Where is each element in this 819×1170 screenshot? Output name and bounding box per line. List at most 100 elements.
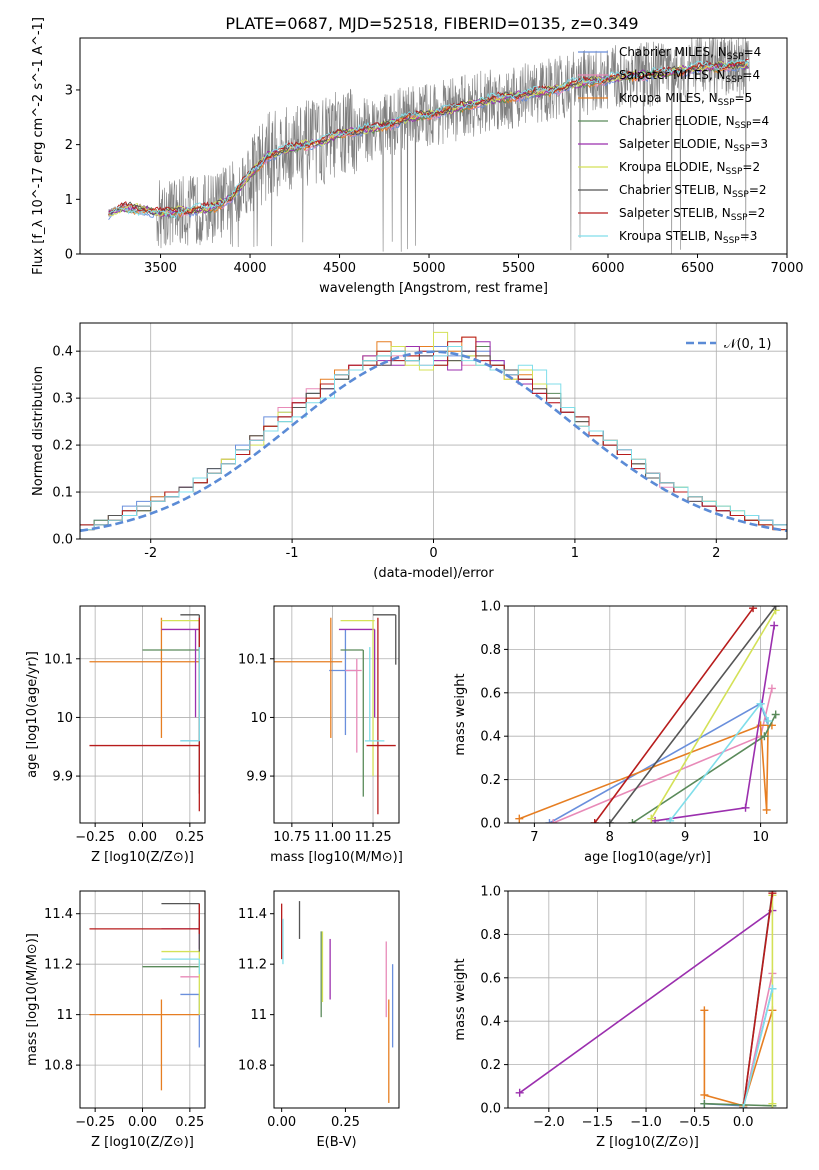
x-axis-label: wavelength [Angstrom, rest frame] (319, 281, 548, 296)
weight-line-kroupa_elodie (650, 609, 777, 820)
y-tick-label: 0.0 (480, 817, 501, 832)
weight-point-salpeter_elodie (770, 621, 779, 630)
y-axis-label: Flux [f_λ 10^-17 erg cm^-2 s^-1 A^-1] (31, 17, 46, 275)
y-tick-label: 0.3 (52, 392, 73, 407)
model-line-kroupa_miles (108, 61, 749, 218)
weight-line-salpeter_elodie (519, 909, 773, 1094)
legend-subscript: SSP (726, 167, 743, 177)
plot-area-age_vs_mass (274, 614, 397, 815)
weight-point-kroupa_stelib (739, 1104, 748, 1108)
weight-line-chabrier_miles (704, 988, 774, 1107)
x-axis-label: age [log10(age/yr)] (584, 850, 711, 865)
weight-line-chabrier_stelib (609, 606, 777, 823)
legend-nssp-value: =5 (735, 91, 753, 105)
x-axis-label: (data-model)/error (373, 566, 494, 581)
y-tick-label: 0.4 (52, 345, 73, 360)
x-axis-label: mass [log10(M/M⊙)] (270, 850, 403, 865)
x-tick-label: 5500 (502, 261, 535, 276)
x-tick-label: 0.00 (128, 1115, 157, 1130)
x-tick-label: −2.0 (533, 1115, 565, 1130)
legend-nssp-value: =3 (740, 229, 758, 243)
x-tick-label: -1 (286, 546, 299, 561)
weight-point-kroupa_elodie (647, 814, 656, 823)
x-tick-label: −1.0 (630, 1115, 662, 1130)
legend-nssp-value: =4 (751, 114, 769, 128)
weight-point-salpeter_stelib (768, 891, 777, 898)
weight-point-kroupa_stelib (768, 984, 777, 993)
panel-mass_vs_ebv: 0.00 0.25 10.8 11 11.2 11.4 E(B-V) (238, 890, 400, 1150)
axes-frame (79, 605, 206, 824)
panel-residuals: -2 -1 0 1 2 0.0 0.1 0.2 0.3 0.4 (data-model)/error… (31, 322, 788, 581)
x-axis-label: Z [log10(Z/Z⊙)] (596, 1135, 699, 1150)
legend-label-salpeter_elodie: Salpeter ELODIE, NSSP=3 (619, 137, 768, 154)
weight-line-kroupa_stelib (742, 988, 774, 1108)
y-tick-label: 0.0 (480, 1102, 501, 1117)
y-tick-label: 1.0 (480, 885, 501, 900)
legend-subscript: SSP (723, 236, 740, 246)
plot-area-mass_vs_ebv (281, 901, 394, 1103)
x-tick-label: 0.25 (175, 830, 204, 845)
panel-weight_vs_Z: −2.0 −1.5 −1.0 −0.5 0.0 0.0 0.2 0.4 0.6 0.8 1.0 Z [… (453, 885, 788, 1150)
legend-nssp-value: =3 (750, 137, 768, 151)
x-tick-label: 0.00 (128, 830, 157, 845)
weight-point-kroupa_miles (700, 1006, 709, 1015)
y-axis-label: Normed distribution (31, 366, 46, 496)
plot-area-mass_vs_Z (89, 902, 200, 1091)
y-tick-label: 0.6 (480, 686, 501, 701)
weight-point-chabrier_stelib (605, 819, 614, 823)
plot-area-weight_vs_Z (515, 891, 777, 1108)
weight-line-kroupa_miles (703, 1010, 774, 1107)
weight-point-chabrier_miles (545, 819, 554, 823)
x-tick-label: 7000 (770, 261, 803, 276)
legend-subscript: SSP (726, 75, 743, 85)
x-tick-label: 11.00 (314, 830, 351, 845)
x-tick-label: 5000 (412, 261, 445, 276)
legend-label-kroupa_elodie: Kroupa ELODIE, NSSP=2 (619, 160, 760, 177)
legend-subscript: SSP (731, 213, 748, 223)
y-tick-label: 10.1 (238, 652, 267, 667)
x-tick-label: 2 (712, 546, 720, 561)
figure-title: PLATE=0687, MJD=52518, FIBERID=0135, z=0… (225, 14, 638, 33)
x-tick-label: 8 (606, 830, 614, 845)
y-tick-label: 1.0 (480, 600, 501, 615)
axes-frame (79, 322, 788, 540)
axes-frame (273, 890, 400, 1109)
figure-panels: 3500 4000 4500 5000 5500 6000 6500 7000 0 1 2 3 wave… (25, 17, 804, 1150)
panel-weight_vs_age: 7 8 9 10 0.0 0.2 0.4 0.6 0.8 1.0 age [log10(age/yr… (453, 600, 788, 865)
weight-point-kroupa_miles (515, 814, 524, 823)
x-tick-label: 0.0 (733, 1115, 754, 1130)
weight-point-kroupa_stelib (764, 717, 773, 726)
x-tick-label: 10.75 (273, 830, 310, 845)
legend-label-chabrier_miles: Chabrier MILES, NSSP=4 (619, 45, 761, 62)
x-tick-label: 7 (530, 830, 538, 845)
y-tick-label: 0.2 (480, 773, 501, 788)
y-tick-label: 3 (65, 83, 73, 98)
y-tick-label: 9.9 (52, 770, 73, 785)
weight-point-chabrier_elodie (700, 1099, 709, 1108)
weight-point-salpeter_elodie (741, 803, 750, 812)
y-tick-label: 0 (65, 248, 73, 263)
legend-nssp-value: =2 (749, 183, 767, 197)
legend-label-kroupa_miles: Kroupa MILES, NSSP=5 (619, 91, 752, 108)
axes-frame (507, 605, 788, 824)
x-tick-label: 10 (752, 830, 769, 845)
x-axis-label: E(B-V) (316, 1135, 356, 1150)
weight-point-kroupa_miles (700, 1090, 709, 1099)
y-tick-label: 10.8 (238, 1059, 267, 1074)
legend-subscript: SSP (735, 121, 752, 131)
axes-frame (79, 890, 206, 1109)
legend-nssp-value: =2 (748, 206, 766, 220)
x-tick-label: −1.5 (582, 1115, 614, 1130)
weight-line-salpeter_elodie (654, 625, 775, 822)
x-tick-label: 9 (681, 830, 689, 845)
y-axis-label: mass [log10(M/M⊙)] (25, 933, 40, 1066)
legend-subscript: SSP (718, 98, 735, 108)
legend-nssp-value: =2 (742, 160, 760, 174)
weight-point-chabrier_elodie (760, 732, 769, 741)
y-tick-label: 0.8 (480, 643, 501, 658)
weight-point-salpeter_miles (549, 819, 558, 823)
weight-point-kroupa_stelib (756, 699, 765, 708)
y-tick-label: 11.2 (44, 958, 73, 973)
weight-point-chabrier_elodie (628, 819, 637, 823)
legend-subscript: SSP (732, 190, 749, 200)
